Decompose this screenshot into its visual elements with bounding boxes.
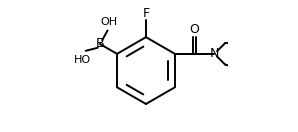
Text: OH: OH	[100, 17, 118, 27]
Text: F: F	[142, 7, 150, 20]
Text: B: B	[96, 37, 104, 50]
Text: N: N	[210, 47, 219, 60]
Text: HO: HO	[74, 55, 91, 65]
Text: O: O	[190, 23, 200, 36]
